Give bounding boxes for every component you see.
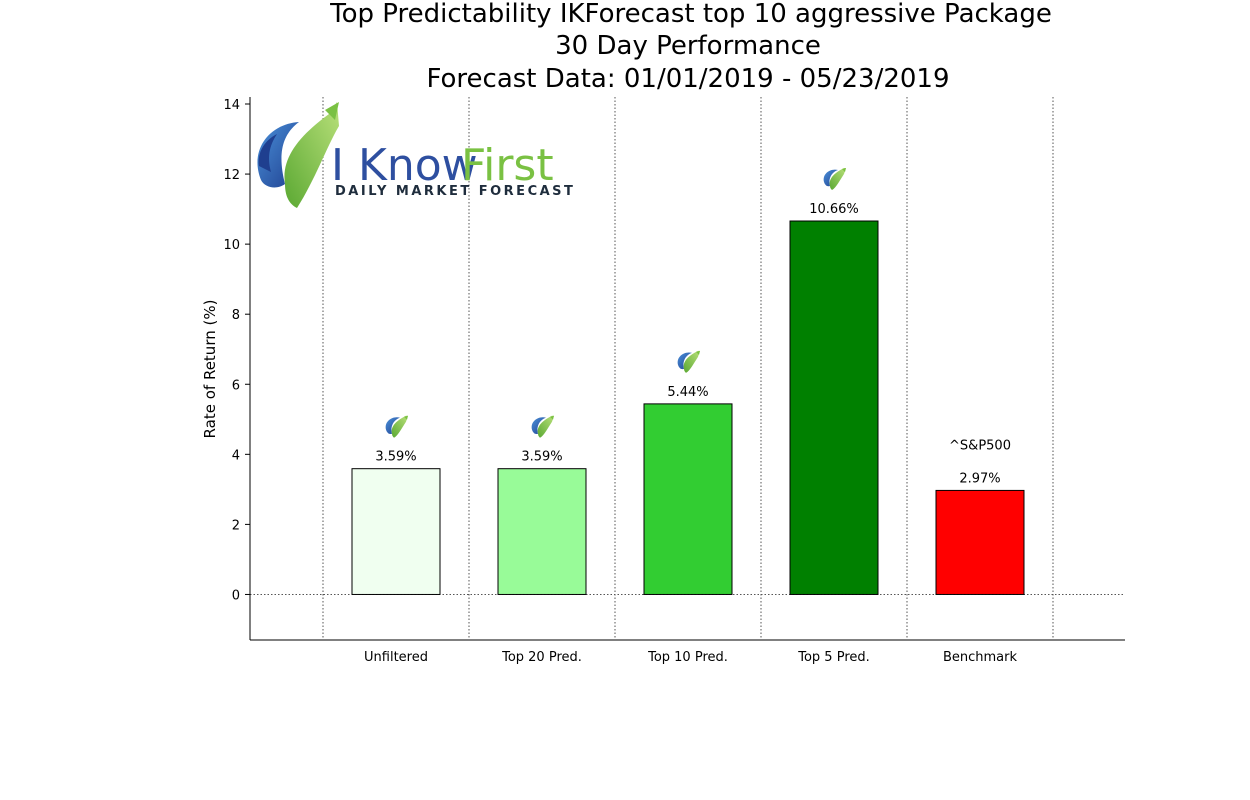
x-tick-label: Unfiltered	[364, 650, 428, 665]
y-tick-label: 12	[223, 168, 240, 183]
bar-benchmark	[935, 489, 1025, 595]
y-tick-label: 2	[232, 518, 240, 533]
y-tick-label: 6	[232, 378, 240, 393]
x-tick-label: Top 10 Pred.	[647, 650, 728, 665]
value-label: 3.59%	[521, 450, 562, 465]
chart-title-line-1: Top Predictability IKForecast top 10 agg…	[329, 0, 1052, 29]
value-label: 10.66%	[809, 202, 859, 217]
x-tick-label: Top 20 Pred.	[501, 650, 582, 665]
chart-title-line-3: Forecast Data: 01/01/2019 - 05/23/2019	[426, 64, 949, 94]
bars	[351, 220, 1025, 595]
mini-logo-icon	[677, 350, 700, 373]
brand-logo-name-part1: I Know	[331, 140, 478, 191]
chart-title-line-2: 30 Day Performance	[555, 31, 821, 61]
brand-logo: I Know First Daily Market Forecast	[257, 102, 575, 208]
y-tick-label: 8	[232, 308, 240, 323]
y-tick-label: 14	[223, 98, 240, 113]
mini-logo-icon	[823, 168, 846, 191]
axes: 0 2 4 6 8 10 12 14 Unfiltered Top 20 Pred. Top 10 …	[223, 97, 1125, 665]
x-tick-label: Benchmark	[943, 650, 1018, 665]
benchmark-annotation: ^S&P500	[949, 438, 1011, 453]
value-label: 5.44%	[667, 385, 708, 400]
brand-logo-tagline: Daily Market Forecast	[335, 184, 575, 199]
y-tick-label: 4	[232, 448, 240, 463]
bar-top-20-pred	[497, 468, 587, 595]
mini-logo-icon	[385, 415, 408, 438]
bar-top-10-pred	[643, 403, 733, 595]
brand-logo-name-part2: First	[461, 140, 554, 191]
y-tick-label: 0	[232, 588, 240, 603]
brand-logo-swoosh-icon	[257, 102, 339, 208]
y-axis-label: Rate of Return (%)	[201, 300, 219, 439]
bar-unfiltered	[351, 468, 441, 595]
value-label: 3.59%	[375, 450, 416, 465]
x-tick-label: Top 5 Pred.	[797, 650, 870, 665]
mini-logo-icon	[531, 415, 554, 438]
labels: 3.59% 3.59% 5.44% 10.66% 2.97% ^S&P500	[375, 168, 1011, 486]
value-label: 2.97%	[959, 471, 1000, 486]
y-tick-label: 10	[223, 238, 240, 253]
bar-top-5-pred	[789, 220, 879, 595]
